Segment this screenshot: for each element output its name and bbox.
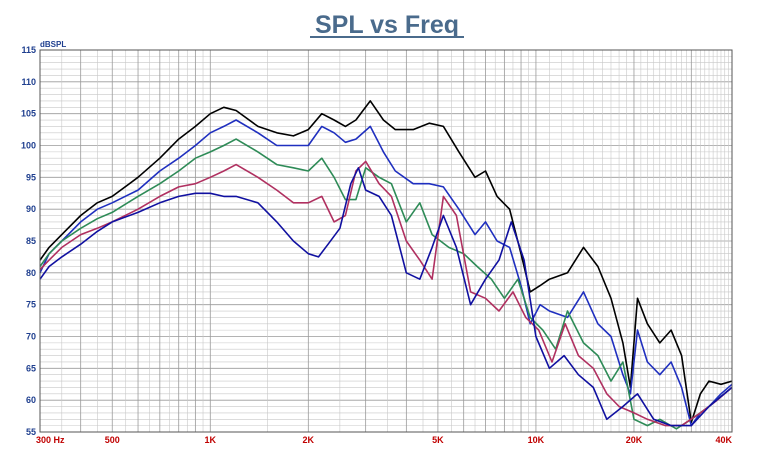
series-line-3: [39, 138, 733, 430]
series-line-1: [39, 100, 733, 424]
y-tick-label: 85: [26, 236, 36, 246]
x-tick-label: 300 Hz: [36, 435, 65, 445]
y-tick-label: 90: [26, 204, 36, 214]
series-group: [39, 100, 733, 430]
y-tick-label: 80: [26, 268, 36, 278]
x-tick-label: 20K: [626, 435, 643, 445]
chart-title: SPL vs Freq: [315, 11, 459, 39]
y-tick-label: 75: [26, 300, 36, 310]
y-tick-label: 115: [21, 45, 36, 55]
y-tick-label: 95: [26, 172, 36, 182]
y-tick-label: 105: [21, 109, 36, 119]
x-tick-label: 1K: [205, 435, 217, 445]
plot-frame: [39, 49, 733, 433]
series-line-2: [39, 119, 733, 427]
series-line-5: [39, 167, 733, 427]
x-tick-label: 5K: [432, 435, 444, 445]
grid: [39, 49, 733, 433]
x-tick-label: 40K: [715, 435, 732, 445]
y-tick-label: 65: [26, 363, 36, 373]
x-tick-label: 10K: [528, 435, 545, 445]
y-axis-label: dBSPL: [40, 40, 66, 49]
series-line-4: [39, 160, 733, 427]
y-tick-label: 70: [26, 332, 36, 342]
y-tick-label: 100: [21, 141, 36, 151]
y-tick-label: 55: [26, 427, 36, 437]
x-tick-label: 500: [105, 435, 120, 445]
x-tick-label: 2K: [303, 435, 315, 445]
y-tick-label: 110: [21, 77, 36, 87]
y-tick-label: 60: [26, 395, 36, 405]
